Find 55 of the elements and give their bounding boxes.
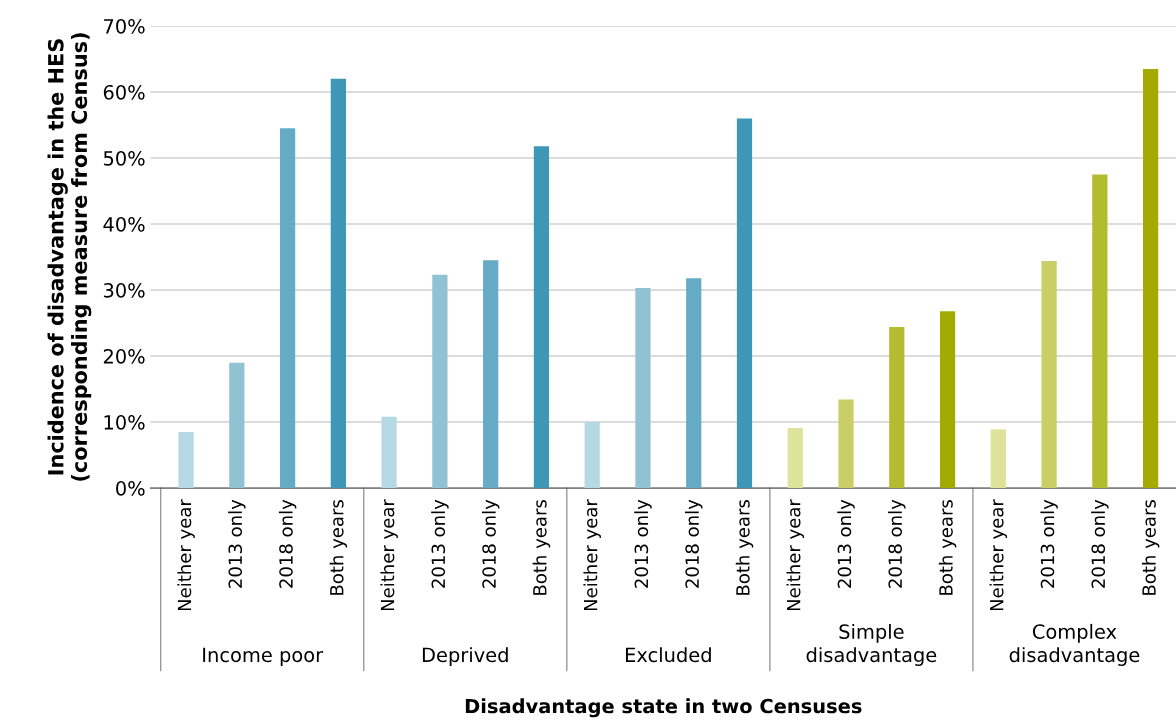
bar [635, 288, 651, 489]
bar [736, 118, 753, 489]
x-tick-label: Both years [735, 500, 754, 595]
y-tick-label: 70% [104, 18, 145, 34]
y-tick-label: 30% [103, 282, 145, 298]
x-tick-label: Both years [1141, 500, 1160, 595]
x-tick-label: 2013 only [431, 499, 449, 588]
bar [229, 362, 245, 489]
x-tick-label: 2013 only [837, 499, 855, 588]
x-tick-label: 2013 only [228, 499, 246, 588]
bar [889, 327, 905, 489]
bar [939, 311, 956, 489]
bar [990, 429, 1006, 489]
x-axis-title: Disadvantage state in two Censuses [465, 698, 862, 718]
x-tick-label: Neither year [380, 499, 398, 611]
x-tick-label: Neither year [989, 499, 1008, 611]
y-tick-label: 60% [103, 84, 145, 100]
bar [432, 274, 448, 489]
y-tick-label: 50% [103, 150, 145, 166]
x-tick-label: 2013 only [634, 499, 652, 588]
bar [279, 128, 296, 489]
bar [178, 431, 194, 489]
x-tick-label: Both years [329, 500, 348, 595]
x-tick-label: Neither year [786, 499, 804, 611]
bar [838, 399, 854, 489]
bar [1092, 174, 1108, 489]
bar [1041, 260, 1057, 489]
text: Deprived [422, 647, 508, 666]
text: Complex disadvantage [1009, 623, 1140, 666]
text: Simple disadvantage [806, 623, 937, 666]
x-tick-label: Neither year [177, 499, 195, 611]
x-tick-label: 2018 only [481, 499, 500, 588]
y-tick-label: 40% [103, 216, 145, 232]
x-tick-label: Both years [532, 500, 551, 595]
text: Income poor [203, 647, 324, 666]
bar [533, 146, 550, 489]
bar [381, 416, 397, 489]
bar [1143, 68, 1159, 489]
x-tick-label: 2013 only [1040, 499, 1058, 588]
bar [584, 422, 600, 489]
x-tick-label: 2018 only [278, 499, 297, 588]
bar [483, 260, 499, 489]
x-tick-label: Neither year [583, 499, 601, 611]
x-tick-label: Both years [938, 500, 957, 595]
x-tick-label: 2018 only [1091, 499, 1109, 588]
y-tick-label: 20% [103, 349, 145, 364]
y-tick-label: 0% [116, 481, 145, 496]
y-axis-title: Incidence of disadvantage in the HES (corresponding measure from Census) [47, 33, 92, 481]
y-tick-label: 10% [104, 415, 145, 430]
x-tick-label: 2018 only [888, 499, 906, 588]
text: Excluded [625, 647, 711, 663]
x-tick-label: 2018 only [684, 499, 703, 588]
bar [330, 78, 346, 489]
bar [787, 428, 803, 489]
bar [686, 278, 702, 489]
